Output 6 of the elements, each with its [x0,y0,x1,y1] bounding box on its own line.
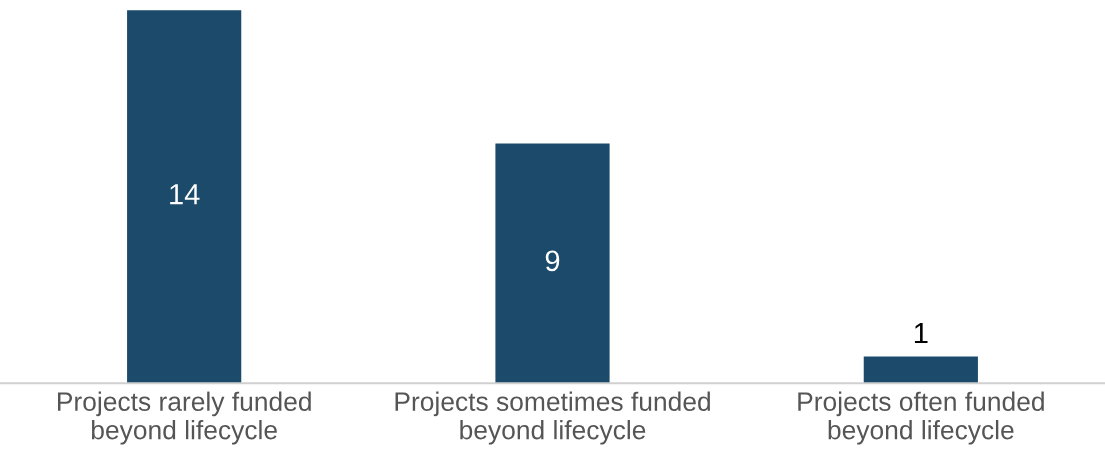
data-label: 14 [170,184,200,205]
data-label: 9 [545,250,560,272]
data-label: 1 [914,323,928,344]
x-tick-label: Projects rarely funded beyond lifecycle [58,391,311,445]
x-tick-label: Projects sometimes funded beyond lifecycle [395,391,710,445]
x-tick-label: Projects often funded beyond lifecycle [798,391,1044,445]
